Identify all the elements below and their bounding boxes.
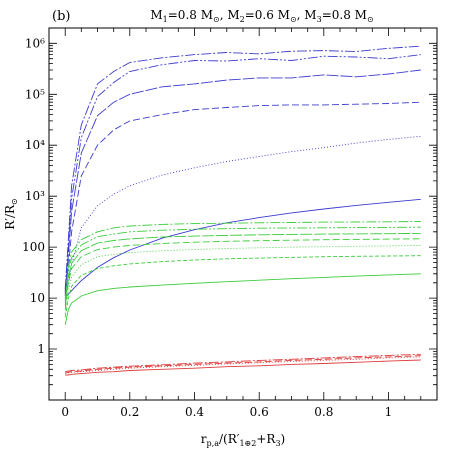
- y-tick-label: 100: [22, 240, 45, 254]
- series-line-green-7: [64, 221, 421, 301]
- series-line-red-15: [65, 355, 421, 374]
- x-tick-label: 0.2: [120, 405, 139, 419]
- panel-label: (b): [52, 9, 70, 24]
- tick-labels: 0 0.2 0.4 0.6 0.8 1 1 10 100 10³ 10⁴ 10⁵ 10⁶: [22, 36, 392, 419]
- plot-frame: [48, 27, 438, 401]
- series-line-blue-1: [64, 45, 421, 290]
- x-tick-label: 0.8: [314, 405, 333, 419]
- y-tick-label: 10⁵: [25, 87, 45, 101]
- series-line-blue-4: [64, 101, 421, 297]
- series-line-green-9: [64, 232, 421, 307]
- x-tick-label: 0.6: [250, 405, 269, 419]
- y-tick-label: 10³: [25, 189, 45, 203]
- y-tick-label: 10⁴: [25, 138, 45, 152]
- y-tick-label: 10⁶: [25, 36, 45, 50]
- tick-marks: [49, 27, 437, 401]
- x-tick-label: 0.4: [185, 405, 204, 419]
- x-tick-label: 1: [385, 405, 393, 419]
- y-tick-label: 1: [37, 342, 45, 356]
- series-line-green-13: [64, 273, 421, 325]
- x-tick-label: 0: [61, 405, 69, 419]
- y-axis-label: R′/R⊙: [3, 198, 19, 230]
- series-line-red-17: [65, 359, 421, 376]
- series-line-green-10: [64, 238, 421, 310]
- series-line-blue-5: [64, 135, 421, 299]
- plot-curves: [64, 45, 421, 376]
- series-line-red-14: [65, 353, 421, 373]
- series-line-blue-3: [64, 69, 421, 295]
- series-line-blue-6: [64, 198, 421, 299]
- chart-title: M1=0.8 M⊙, M2=0.6 M⊙, M3=0.8 M⊙: [150, 8, 373, 24]
- y-tick-label: 10: [30, 291, 45, 305]
- axis-ticks: [49, 27, 437, 401]
- series-line-green-12: [64, 255, 421, 318]
- x-axis-label: rp,a/(R′1⊕2+R3): [201, 432, 285, 448]
- series-line-blue-2: [64, 54, 421, 293]
- series-line-green-8: [64, 226, 421, 304]
